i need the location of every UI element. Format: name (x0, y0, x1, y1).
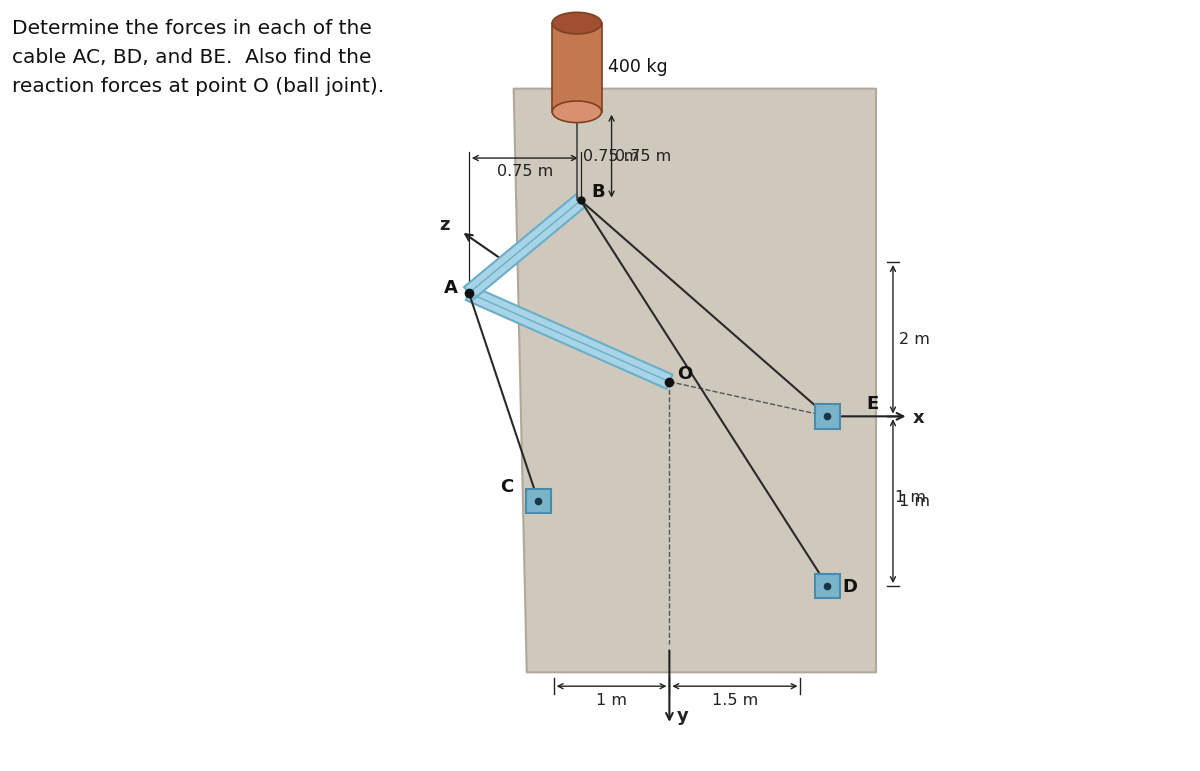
Text: O: O (677, 365, 692, 383)
Text: x: x (912, 409, 924, 426)
Text: C: C (499, 478, 514, 496)
Text: Determine the forces in each of the
cable AC, BD, and BE.  Also find the
reactio: Determine the forces in each of the cabl… (12, 19, 384, 96)
Polygon shape (552, 23, 601, 112)
Polygon shape (464, 194, 586, 299)
Text: D: D (842, 578, 858, 596)
Text: E: E (866, 395, 878, 412)
Text: 1 m: 1 m (894, 490, 925, 505)
Text: A: A (444, 279, 458, 297)
Text: 0.75 m: 0.75 m (583, 149, 640, 163)
Ellipse shape (552, 101, 601, 123)
Text: y: y (677, 707, 689, 725)
Text: 2 m: 2 m (899, 332, 930, 347)
Text: 400 kg: 400 kg (607, 59, 667, 76)
Text: 1 m: 1 m (596, 692, 628, 708)
Polygon shape (526, 489, 551, 513)
Text: z: z (439, 216, 450, 234)
Text: 0.75 m: 0.75 m (616, 149, 672, 163)
Polygon shape (815, 574, 840, 598)
Text: B: B (592, 183, 605, 200)
Polygon shape (466, 286, 672, 389)
Polygon shape (815, 404, 840, 429)
Text: 1 m: 1 m (899, 493, 930, 509)
Text: 1.5 m: 1.5 m (712, 692, 758, 708)
Ellipse shape (552, 12, 601, 34)
Polygon shape (514, 89, 876, 672)
Text: 0.75 m: 0.75 m (497, 164, 553, 180)
